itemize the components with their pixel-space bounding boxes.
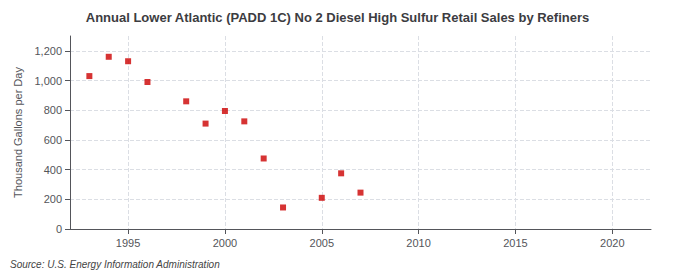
svg-text:400: 400 — [44, 164, 62, 176]
svg-text:1995: 1995 — [116, 237, 140, 249]
svg-text:800: 800 — [44, 104, 62, 116]
svg-text:Source: U.S. Energy Informatio: Source: U.S. Energy Information Administ… — [10, 259, 220, 270]
svg-text:Annual Lower Atlantic (PADD 1C: Annual Lower Atlantic (PADD 1C) No 2 Die… — [86, 10, 589, 25]
svg-text:1,200: 1,200 — [34, 45, 62, 57]
svg-text:2000: 2000 — [213, 237, 237, 249]
svg-text:2005: 2005 — [310, 237, 334, 249]
svg-text:600: 600 — [44, 134, 62, 146]
svg-text:1,000: 1,000 — [34, 75, 62, 87]
svg-text:2010: 2010 — [406, 237, 430, 249]
svg-text:Thousand Gallons per Day: Thousand Gallons per Day — [12, 67, 24, 198]
svg-text:0: 0 — [56, 223, 62, 235]
svg-text:2015: 2015 — [503, 237, 527, 249]
svg-text:200: 200 — [44, 193, 62, 205]
svg-text:2020: 2020 — [600, 237, 624, 249]
